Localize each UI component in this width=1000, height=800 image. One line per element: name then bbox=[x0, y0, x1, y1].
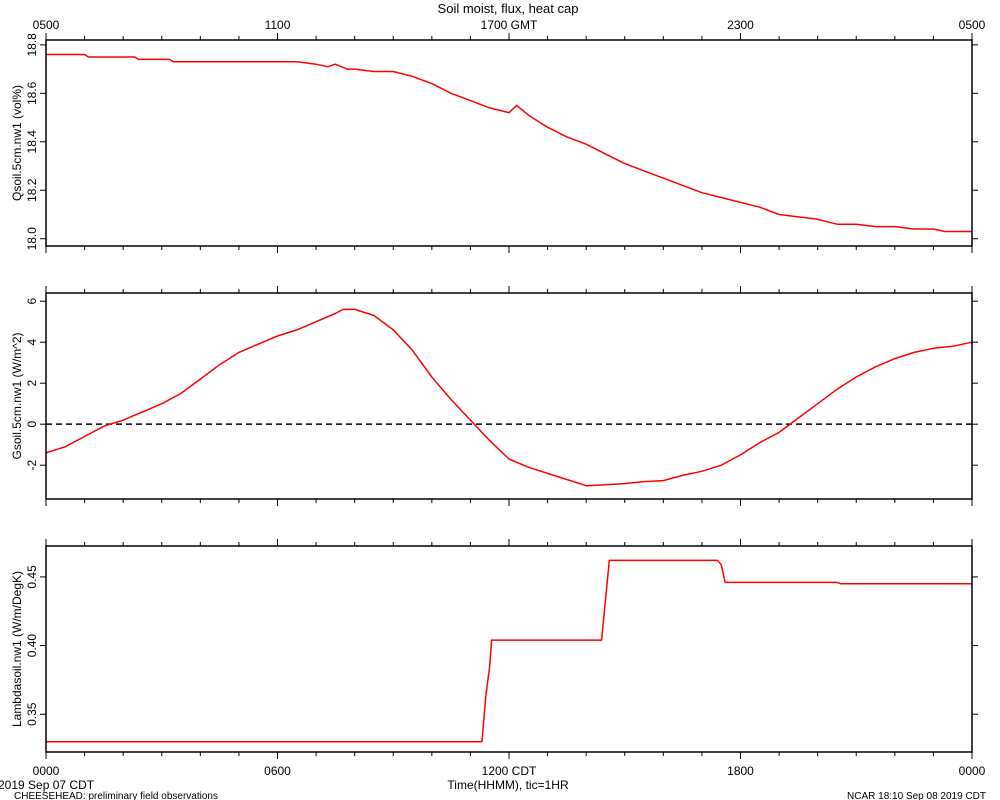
figure-title: Soil moist, flux, heat cap bbox=[438, 1, 579, 16]
y-tick-label: 18.4 bbox=[25, 130, 39, 154]
y-tick-label: 18.8 bbox=[25, 33, 39, 57]
plot-frame bbox=[45, 39, 973, 247]
footer-date: 2019 Sep 07 CDT bbox=[0, 778, 95, 792]
y-tick-label: 0 bbox=[25, 421, 39, 428]
x-ticks bbox=[45, 33, 973, 253]
plot-frame bbox=[45, 545, 973, 753]
y-tick-label: 0.45 bbox=[25, 565, 39, 589]
bottom-tick-labels: 0000 0600 1200 CDT 1800 0000 bbox=[33, 764, 986, 778]
chart-panels: 18.0 18.2 18.4 18.6 18.8 Qsoil.5cm.nw1 (vol%)… bbox=[10, 33, 978, 759]
top-tick-label: 0500 bbox=[33, 18, 60, 32]
footer-credit: NCAR 18:10 Sep 08 2019 CDT bbox=[847, 791, 986, 800]
series-line-1 bbox=[46, 53, 972, 233]
y-tick-label: 18.2 bbox=[25, 178, 39, 202]
series-line-2 bbox=[45, 308, 973, 487]
y-tick-label: 6 bbox=[25, 298, 39, 305]
top-tick-labels: 0500 1100 1700 GMT 2300 0500 bbox=[33, 18, 986, 32]
panel-1: 18.0 18.2 18.4 18.6 18.8 Qsoil.5cm.nw1 (vol%) bbox=[10, 33, 978, 253]
bottom-tick-label: 0000 bbox=[959, 764, 986, 778]
y-tick-label: 18.6 bbox=[25, 81, 39, 105]
y-tick-label: -2 bbox=[25, 460, 39, 471]
bottom-tick-label: 0000 bbox=[33, 764, 60, 778]
panel-2: -2 0 2 4 6 Gsoil.5cm.nw1 (W/m^2) bbox=[10, 286, 978, 506]
y-tick-label: 2 bbox=[25, 380, 39, 387]
top-tick-label: 2300 bbox=[727, 18, 754, 32]
bottom-tick-label: 1200 CDT bbox=[482, 764, 537, 778]
x-ticks bbox=[45, 539, 973, 759]
series-line-3 bbox=[46, 559, 972, 743]
y-axis-label: Qsoil.5cm.nw1 (vol%) bbox=[10, 85, 24, 201]
y-tick-label: 4 bbox=[25, 339, 39, 346]
top-tick-label: 0500 bbox=[959, 18, 986, 32]
x-axis-label: Time(HHMM), tic=1HR bbox=[447, 778, 569, 792]
x-ticks bbox=[45, 286, 973, 506]
y-tick-label: 0.35 bbox=[25, 702, 39, 726]
top-tick-label: 1100 bbox=[265, 18, 291, 32]
plot-frame bbox=[45, 292, 973, 500]
y-axis-label: Lambdasoil.nw1 (W/m/DegK) bbox=[10, 571, 24, 727]
bottom-tick-label: 0600 bbox=[264, 764, 291, 778]
bottom-tick-label: 1800 bbox=[727, 764, 754, 778]
y-tick-label: 0.40 bbox=[25, 634, 39, 658]
footer-project: CHEESEHEAD: preliminary field observatio… bbox=[14, 791, 218, 800]
top-tick-label: 1700 GMT bbox=[481, 18, 538, 32]
y-axis-label: Gsoil.5cm.nw1 (W/m^2) bbox=[10, 333, 24, 460]
y-tick-label: 18.0 bbox=[25, 227, 39, 251]
